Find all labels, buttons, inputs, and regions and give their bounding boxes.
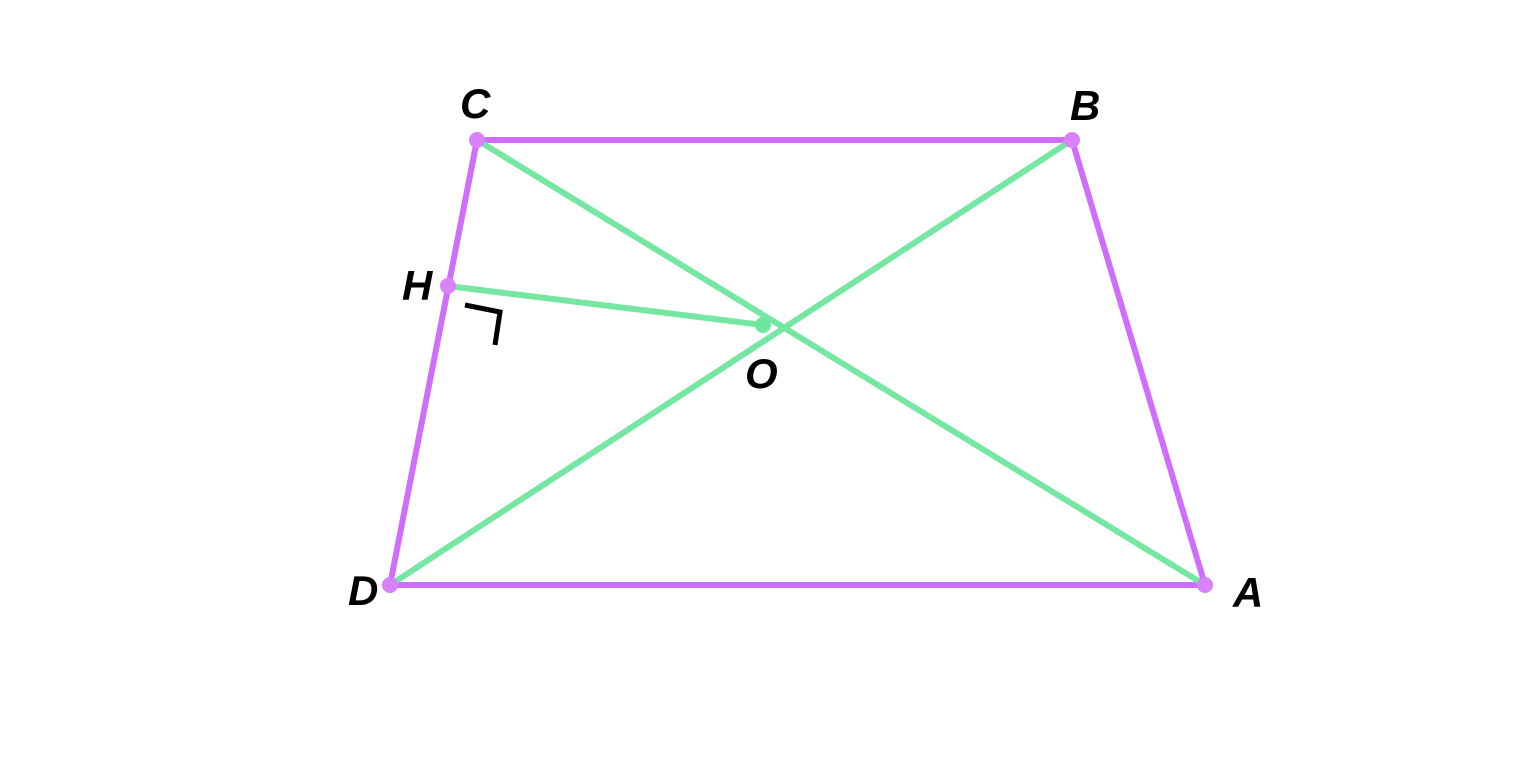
segment-OH bbox=[448, 286, 763, 325]
outer-edges bbox=[390, 140, 1205, 585]
right-angle-marker bbox=[465, 305, 500, 345]
vertex-O bbox=[755, 317, 771, 333]
vertex-H bbox=[440, 278, 456, 294]
label-C: C bbox=[460, 80, 491, 127]
segment-AC bbox=[477, 140, 1205, 585]
label-A: A bbox=[1232, 569, 1263, 616]
vertex-B bbox=[1064, 132, 1080, 148]
edge-CD bbox=[390, 140, 477, 585]
vertex-A bbox=[1197, 577, 1213, 593]
geometry-diagram: A B C D H O bbox=[0, 0, 1536, 774]
label-B: B bbox=[1070, 82, 1100, 129]
inner-edges bbox=[390, 140, 1205, 585]
segment-BD bbox=[390, 140, 1072, 585]
label-H: H bbox=[402, 262, 434, 309]
vertex-C bbox=[469, 132, 485, 148]
vertex-D bbox=[382, 577, 398, 593]
label-O: O bbox=[745, 350, 778, 397]
label-D: D bbox=[348, 567, 378, 614]
